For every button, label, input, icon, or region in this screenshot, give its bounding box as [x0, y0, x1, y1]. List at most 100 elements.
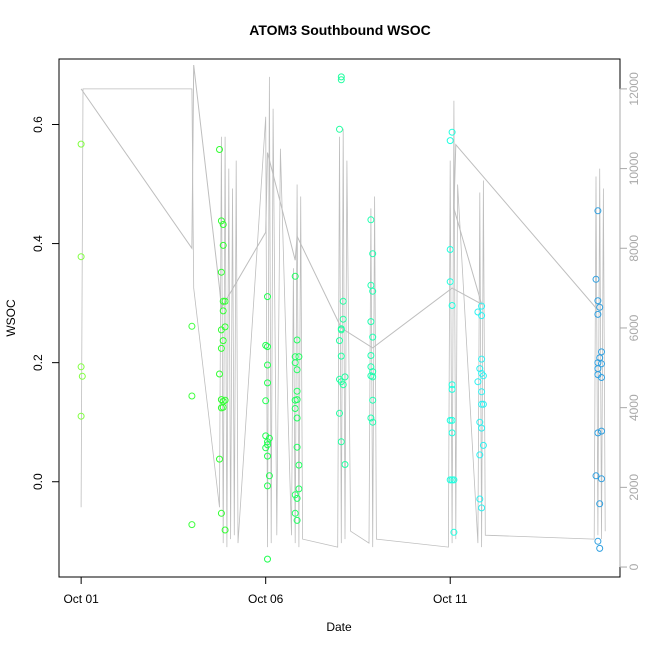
data-point: [369, 396, 377, 404]
data-point: [479, 400, 487, 408]
altitude-envelope-line: [80, 76, 606, 548]
data-point: [217, 268, 225, 276]
chart-title: ATOM3 Southbound WSOC: [249, 22, 430, 38]
data-point: [598, 360, 605, 368]
y-tick-label: 0.0: [31, 473, 45, 490]
data-point: [598, 427, 605, 435]
data-point: [219, 403, 227, 411]
data-point: [264, 452, 271, 460]
data-point: [341, 461, 349, 468]
data-point: [262, 341, 270, 349]
data-point: [293, 336, 301, 344]
data-point: [592, 275, 600, 283]
data-point: [476, 365, 484, 373]
data-point: [221, 526, 229, 534]
data-point: [448, 128, 456, 136]
data-point: [450, 476, 458, 484]
data-point: [337, 352, 345, 360]
data-point: [264, 293, 271, 301]
data-point: [367, 318, 375, 326]
data-point: [264, 361, 271, 369]
data-point: [295, 485, 303, 493]
wsoc-points: [77, 73, 605, 563]
data-point: [367, 363, 375, 371]
data-point: [479, 372, 487, 380]
data-point: [265, 472, 273, 480]
data-point: [369, 287, 377, 295]
data-point: [78, 372, 86, 380]
data-point: [293, 396, 301, 404]
data-point: [336, 337, 343, 345]
data-point: [339, 381, 347, 389]
data-point: [264, 343, 271, 351]
data-point: [446, 246, 454, 253]
data-point: [594, 310, 602, 318]
data-point: [336, 125, 343, 133]
data-point: [77, 140, 85, 148]
y-tick-label: 0.4: [31, 235, 45, 252]
data-point: [293, 387, 301, 395]
data-point: [264, 379, 271, 387]
y2-axis: 0 2000 4000 6000 8000 10000 12000: [619, 72, 641, 570]
data-point: [596, 544, 604, 552]
data-point: [446, 416, 454, 424]
data-point: [594, 297, 602, 305]
data-point: [293, 414, 301, 422]
data-point: [291, 272, 299, 280]
data-point: [448, 429, 456, 437]
data-point: [217, 509, 225, 517]
data-point: [341, 373, 349, 381]
data-point: [77, 412, 85, 420]
data-point: [448, 416, 456, 424]
data-point: [369, 373, 377, 381]
data-point: [446, 137, 454, 145]
y-axis-label: WSOC: [4, 299, 18, 337]
y2-tick-label: 0: [627, 563, 641, 570]
data-point: [219, 241, 227, 249]
x-tick-label: Oct 11: [433, 592, 468, 606]
x-axis: Oct 01 Oct 06 Oct 11: [63, 576, 468, 606]
data-point: [337, 326, 345, 334]
data-point: [478, 504, 486, 512]
x-tick-label: Oct 06: [248, 592, 284, 606]
y-tick-label: 0.2: [31, 354, 45, 371]
data-point: [450, 528, 458, 536]
data-point: [265, 434, 273, 442]
data-point: [476, 451, 484, 459]
data-point: [216, 370, 223, 378]
data-point: [217, 396, 225, 404]
y2-tick-label: 12000: [627, 72, 641, 106]
data-point: [594, 537, 602, 545]
data-point: [219, 337, 227, 345]
data-point: [291, 405, 299, 412]
data-point: [295, 353, 303, 361]
data-point: [337, 438, 345, 446]
y2-tick-label: 10000: [627, 152, 641, 186]
data-point: [291, 491, 299, 499]
data-point: [367, 372, 375, 380]
data-point: [293, 494, 301, 502]
data-point: [367, 352, 375, 359]
data-point: [448, 385, 456, 393]
data-point: [367, 216, 375, 224]
data-point: [369, 333, 377, 341]
data-point: [339, 297, 347, 305]
data-point: [264, 482, 271, 490]
data-point: [264, 555, 271, 563]
x-tick-label: Oct 01: [63, 592, 99, 606]
data-point: [598, 374, 605, 381]
data-point: [478, 424, 486, 432]
data-point: [77, 363, 85, 371]
data-point: [476, 495, 484, 503]
y-axis: 0.0 0.2 0.4 0.6: [31, 116, 60, 490]
data-point: [479, 441, 487, 449]
data-point: [262, 397, 270, 405]
data-point: [448, 381, 456, 389]
data-point: [369, 368, 377, 376]
data-point: [295, 461, 303, 469]
data-point: [216, 455, 223, 463]
y2-tick-label: 6000: [627, 314, 641, 341]
data-point: [367, 414, 375, 422]
data-point: [188, 322, 196, 330]
